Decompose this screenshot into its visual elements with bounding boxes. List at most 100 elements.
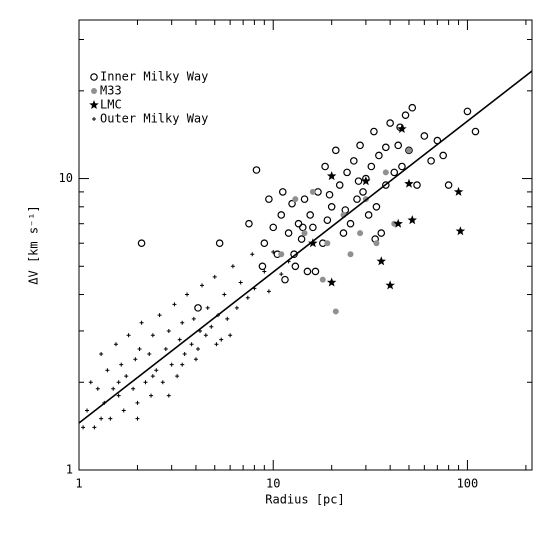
point bbox=[180, 320, 185, 325]
point bbox=[95, 386, 100, 391]
point bbox=[294, 219, 303, 228]
legend-label: LMC bbox=[100, 98, 122, 112]
point bbox=[359, 188, 367, 196]
point bbox=[260, 239, 269, 248]
point bbox=[394, 141, 402, 150]
point bbox=[319, 276, 326, 283]
point bbox=[157, 313, 162, 318]
point bbox=[323, 216, 332, 224]
point bbox=[108, 416, 113, 421]
point bbox=[376, 256, 386, 266]
x-tick-label: 100 bbox=[457, 477, 479, 491]
point bbox=[116, 393, 121, 398]
point bbox=[194, 304, 202, 312]
point bbox=[291, 262, 300, 271]
point bbox=[281, 275, 289, 284]
point bbox=[385, 280, 395, 290]
point bbox=[271, 249, 276, 254]
point bbox=[119, 362, 124, 367]
point bbox=[124, 374, 129, 379]
point bbox=[177, 337, 182, 342]
point bbox=[105, 368, 110, 373]
point bbox=[361, 176, 371, 186]
point bbox=[169, 362, 174, 367]
point bbox=[193, 357, 198, 362]
point bbox=[116, 380, 121, 385]
point bbox=[196, 347, 201, 352]
point bbox=[175, 374, 180, 379]
point bbox=[278, 188, 287, 196]
point bbox=[382, 181, 390, 189]
x-tick-label: 10 bbox=[266, 477, 280, 491]
point bbox=[390, 168, 399, 177]
point bbox=[306, 211, 314, 219]
point bbox=[335, 181, 344, 189]
point bbox=[308, 238, 318, 248]
point bbox=[205, 305, 210, 310]
point bbox=[228, 333, 233, 338]
point bbox=[238, 280, 243, 285]
legend-marker bbox=[90, 73, 98, 81]
point bbox=[354, 177, 363, 185]
point bbox=[347, 251, 354, 258]
point bbox=[277, 211, 286, 219]
point bbox=[301, 230, 308, 237]
point bbox=[397, 123, 407, 133]
point bbox=[398, 162, 406, 171]
point bbox=[137, 347, 142, 352]
point bbox=[288, 199, 296, 208]
point bbox=[386, 119, 394, 127]
point bbox=[99, 352, 104, 357]
point bbox=[455, 226, 466, 236]
point bbox=[212, 274, 217, 279]
point bbox=[215, 239, 224, 248]
fit-line bbox=[78, 70, 533, 424]
legend-marker bbox=[92, 117, 96, 121]
point bbox=[324, 240, 331, 247]
x-tick-label: 1 bbox=[75, 477, 82, 491]
point bbox=[245, 295, 250, 300]
point bbox=[121, 408, 126, 413]
point bbox=[245, 219, 253, 228]
legend-label: Outer Milky Way bbox=[100, 112, 208, 126]
point bbox=[382, 169, 389, 176]
legend-label: Inner Milky Way bbox=[100, 70, 208, 84]
point bbox=[309, 188, 316, 195]
legend-marker bbox=[91, 88, 97, 94]
point bbox=[346, 219, 355, 228]
point bbox=[300, 195, 309, 203]
point bbox=[420, 132, 429, 140]
point bbox=[230, 264, 235, 269]
point bbox=[326, 277, 337, 287]
point bbox=[375, 151, 383, 160]
point bbox=[147, 352, 152, 357]
point bbox=[444, 181, 453, 189]
point bbox=[150, 333, 155, 338]
point bbox=[372, 203, 381, 211]
point bbox=[407, 215, 417, 225]
point bbox=[111, 386, 116, 391]
point bbox=[326, 171, 337, 181]
point bbox=[266, 289, 271, 294]
point bbox=[222, 292, 227, 297]
point bbox=[408, 103, 417, 112]
point bbox=[203, 333, 208, 338]
point bbox=[357, 230, 364, 237]
point bbox=[154, 368, 159, 373]
point bbox=[311, 267, 320, 276]
point bbox=[279, 272, 284, 277]
point bbox=[471, 127, 480, 136]
legend-marker bbox=[89, 100, 99, 109]
point bbox=[370, 127, 378, 136]
point bbox=[180, 362, 185, 367]
point bbox=[133, 357, 138, 362]
point bbox=[214, 342, 219, 347]
point bbox=[166, 393, 171, 398]
point bbox=[172, 302, 177, 307]
point bbox=[126, 333, 131, 338]
point bbox=[405, 146, 413, 155]
point bbox=[135, 400, 140, 405]
point bbox=[356, 141, 364, 150]
point bbox=[113, 342, 118, 347]
